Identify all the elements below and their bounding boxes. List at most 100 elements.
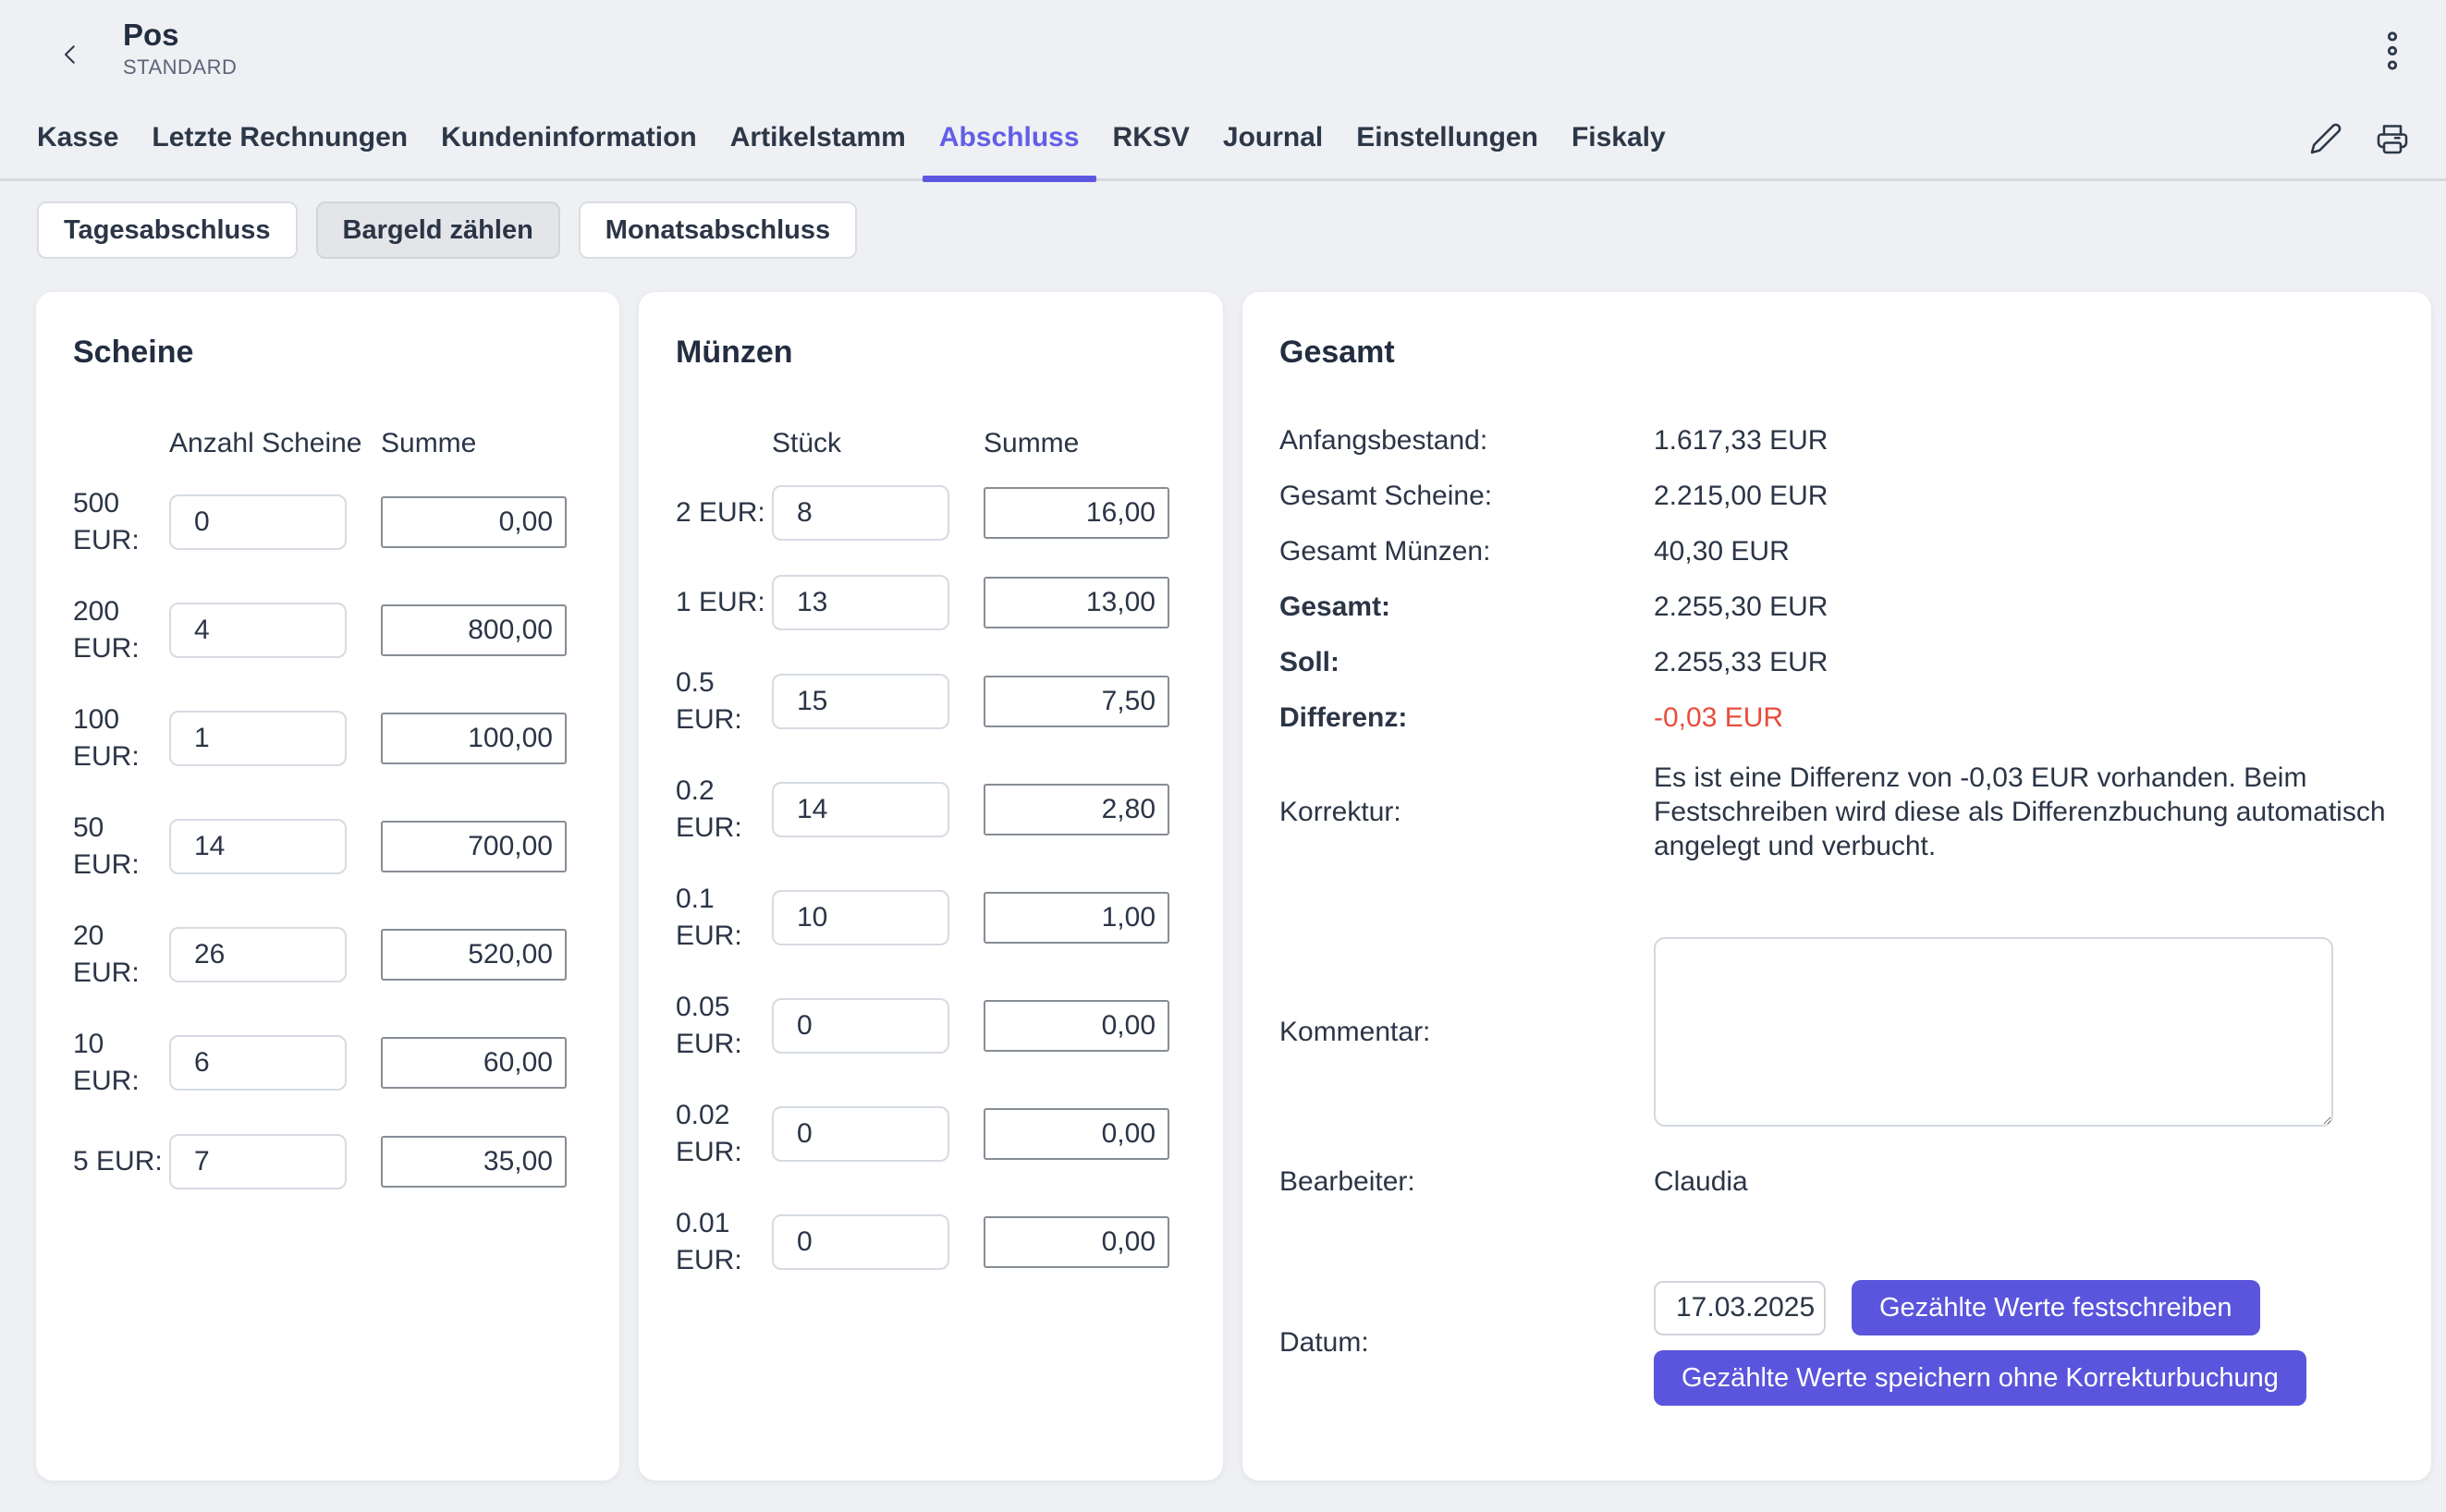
tab-einstellungen[interactable]: Einstellungen (1356, 122, 1538, 178)
denomination-row-20-eur: 20 EUR: (73, 918, 582, 992)
count-input-001-eur[interactable] (772, 1214, 949, 1270)
date-input[interactable] (1654, 1280, 1826, 1335)
count-input-200-eur[interactable] (169, 603, 347, 658)
count-input-002-eur[interactable] (772, 1106, 949, 1162)
kommentar-textarea[interactable] (1654, 937, 2333, 1127)
count-input-20-eur[interactable] (169, 927, 347, 982)
denomination-label: 5 EUR: (73, 1146, 163, 1177)
tab-kasse[interactable]: Kasse (37, 122, 118, 178)
overflow-menu-button[interactable] (2372, 28, 2413, 76)
muenzen-card: Münzen Stück Summe 2 EUR: 1 EUR: 0.5 EUR… (639, 292, 1223, 1481)
datum-label: Datum: (1279, 1327, 1369, 1358)
korrektur-message: Es ist eine Differenz von -0,03 EUR vorh… (1654, 762, 2386, 861)
tab-rksv[interactable]: RKSV (1113, 122, 1190, 178)
denomination-row-1-eur: 1 EUR: (676, 575, 1186, 630)
sum-field-500-eur (381, 496, 567, 548)
column-header-anzahl-scheine: Anzahl Scheine (169, 428, 362, 458)
festschreiben-button[interactable]: Gezählte Werte festschreiben (1852, 1280, 2260, 1335)
main-tab-bar: Kasse Letzte Rechnungen Kundeninformatio… (0, 96, 2446, 182)
subtab-bargeld-zaehlen[interactable]: Bargeld zählen (315, 201, 560, 259)
title-block: Pos STANDARD (123, 17, 237, 81)
sum-field-5-eur (381, 1136, 567, 1188)
count-input-10-eur[interactable] (169, 1035, 347, 1091)
tab-kundeninformation[interactable]: Kundeninformation (441, 122, 697, 178)
summary-value: 40,30 EUR (1654, 536, 1790, 567)
pencil-icon (2309, 123, 2342, 158)
denomination-row-05-eur: 0.5 EUR: (676, 665, 1186, 738)
back-button[interactable] (54, 39, 87, 72)
count-input-05-eur[interactable] (772, 674, 949, 729)
subtab-monatsabschluss[interactable]: Monatsabschluss (578, 201, 858, 259)
denomination-row-50-eur: 50 EUR: (73, 810, 582, 884)
count-input-5-eur[interactable] (169, 1134, 347, 1189)
denomination-label: 1 EUR: (676, 587, 765, 617)
denomination-label: 0.05 EUR: (676, 992, 742, 1059)
tab-journal[interactable]: Journal (1223, 122, 1323, 178)
summary-label: Gesamt Scheine: (1279, 481, 1493, 511)
content-area: Scheine Anzahl Scheine Summe 500 EUR: 20… (36, 292, 2431, 1481)
summary-label: Differenz: (1279, 702, 1408, 733)
summary-value: 2.215,00 EUR (1654, 481, 1828, 511)
denomination-label: 0.2 EUR: (676, 775, 742, 843)
count-input-50-eur[interactable] (169, 819, 347, 874)
tab-letzte-rechnungen[interactable]: Letzte Rechnungen (152, 122, 408, 178)
datum-line: Gezählte Werte festschreiben (1654, 1280, 2260, 1335)
count-input-2-eur[interactable] (772, 485, 949, 541)
app-header: Pos STANDARD (0, 0, 2446, 96)
sum-field-1-eur (984, 577, 1169, 628)
tab-artikelstamm[interactable]: Artikelstamm (730, 122, 906, 178)
denomination-row-200-eur: 200 EUR: (73, 593, 582, 667)
summary-row-anfangsbestand: Anfangsbestand: 1.617,33 EUR (1279, 424, 2394, 457)
differenz-value: -0,03 EUR (1654, 702, 1784, 733)
print-button[interactable] (2376, 122, 2409, 158)
count-input-500-eur[interactable] (169, 494, 347, 550)
korrektur-row: Korrektur: Es ist eine Differenz von -0,… (1279, 761, 2394, 863)
count-input-1-eur[interactable] (772, 575, 949, 630)
denomination-label: 500 EUR: (73, 488, 140, 555)
summary-row-soll: Soll: 2.255,33 EUR (1279, 646, 2394, 679)
sum-field-2-eur (984, 487, 1169, 539)
korrektur-label: Korrektur: (1279, 796, 1401, 827)
summary-value: 1.617,33 EUR (1654, 425, 1828, 456)
subtab-tagesabschluss[interactable]: Tagesabschluss (37, 201, 298, 259)
denomination-label: 0.1 EUR: (676, 884, 742, 951)
denomination-label: 50 EUR: (73, 812, 140, 880)
column-header-summe: Summe (984, 428, 1080, 458)
summary-row-differenz: Differenz: -0,03 EUR (1279, 701, 2394, 735)
denomination-row-01-eur: 0.1 EUR: (676, 881, 1186, 955)
denomination-row-500-eur: 500 EUR: (73, 485, 582, 559)
count-input-02-eur[interactable] (772, 782, 949, 837)
muenzen-column-headers: Stück Summe (676, 428, 1186, 459)
denomination-label: 100 EUR: (73, 704, 140, 772)
sum-field-02-eur (984, 784, 1169, 835)
denomination-row-10-eur: 10 EUR: (73, 1026, 582, 1100)
denomination-row-001-eur: 0.01 EUR: (676, 1205, 1186, 1279)
scheine-card: Scheine Anzahl Scheine Summe 500 EUR: 20… (36, 292, 619, 1481)
column-header-summe: Summe (381, 428, 477, 458)
denomination-row-005-eur: 0.05 EUR: (676, 989, 1186, 1063)
sum-field-20-eur (381, 929, 567, 981)
denomination-row-100-eur: 100 EUR: (73, 701, 582, 775)
edit-button[interactable] (2309, 122, 2342, 158)
tab-abschluss[interactable]: Abschluss (922, 122, 1096, 182)
sum-field-100-eur (381, 713, 567, 764)
count-input-01-eur[interactable] (772, 890, 949, 945)
denomination-label: 0.01 EUR: (676, 1208, 742, 1275)
speichern-ohne-korrektur-button[interactable]: Gezählte Werte speichern ohne Korrekturb… (1654, 1350, 2306, 1406)
page-title: Pos (123, 18, 179, 52)
tab-fiskaly[interactable]: Fiskaly (1572, 122, 1666, 178)
denomination-row-5-eur: 5 EUR: (73, 1134, 582, 1189)
count-input-100-eur[interactable] (169, 711, 347, 766)
gesamt-card-title: Gesamt (1279, 335, 1395, 370)
summary-row-gesamt-scheine: Gesamt Scheine: 2.215,00 EUR (1279, 480, 2394, 513)
denomination-label: 200 EUR: (73, 596, 140, 664)
denomination-label: 2 EUR: (676, 497, 765, 528)
count-input-005-eur[interactable] (772, 998, 949, 1054)
kommentar-row: Kommentar: (1279, 937, 2394, 1127)
printer-icon (2376, 125, 2409, 158)
chevron-left-icon (56, 44, 84, 71)
sum-field-002-eur (984, 1108, 1169, 1160)
summary-label: Anfangsbestand: (1279, 425, 1488, 456)
sum-field-200-eur (381, 604, 567, 656)
sum-field-01-eur (984, 892, 1169, 944)
